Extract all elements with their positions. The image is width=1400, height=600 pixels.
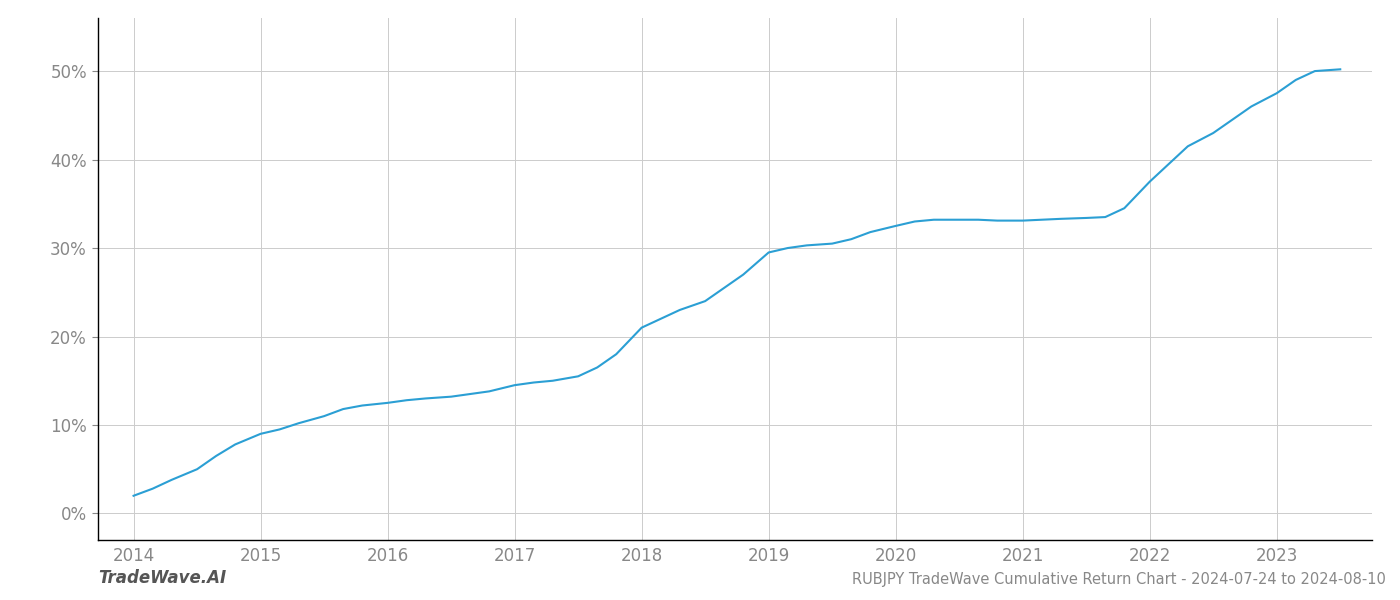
Text: TradeWave.AI: TradeWave.AI [98, 569, 227, 587]
Text: RUBJPY TradeWave Cumulative Return Chart - 2024-07-24 to 2024-08-10: RUBJPY TradeWave Cumulative Return Chart… [853, 572, 1386, 587]
